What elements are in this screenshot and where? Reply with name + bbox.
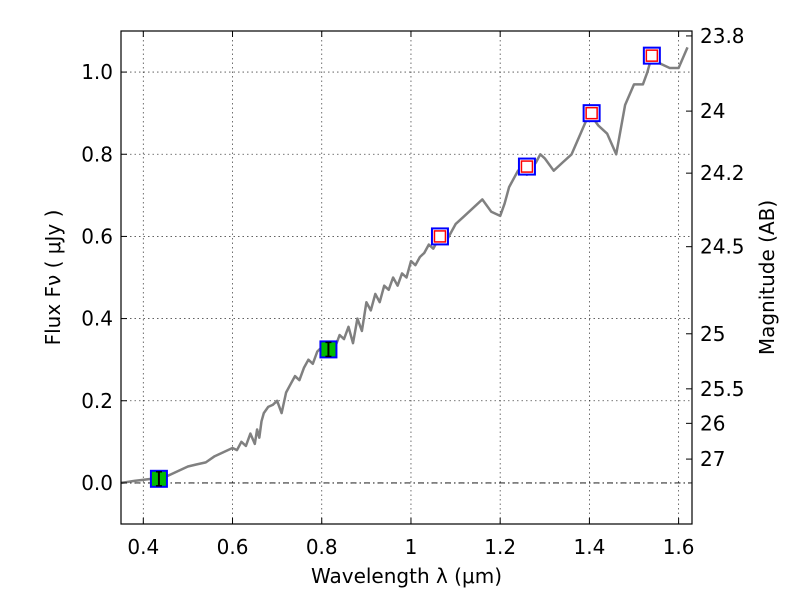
upper-limit-point [582,104,601,123]
spectrum-series [120,46,689,485]
mag-tick-label: 24.2 [700,161,745,185]
mag-tick-label: 27 [700,447,725,471]
mag-tick-label: 23.8 [700,24,745,48]
mag-tick-label: 24.5 [700,235,745,259]
mag-tick-label: 24 [700,99,725,123]
upper-limit-inner-box [645,49,659,62]
x-tick-label: 0.4 [127,535,159,559]
photometry-points [149,46,661,488]
x-tick-label: 0.8 [306,535,338,559]
upper-limit-inner-box [433,230,447,243]
upper-limit-inner-box [520,160,534,173]
x-tick-label: 0.6 [217,535,249,559]
upper-limit-point [517,157,536,176]
spectrum-line [120,46,689,485]
detection-point [149,469,168,488]
upper-limit-outer-box [430,227,449,246]
y-tick-label: 0.0 [81,471,113,495]
mag-tick-label: 26 [700,411,725,435]
mag-tick-label: 25 [700,322,725,346]
x-tick-label: 1.6 [663,535,695,559]
upper-limit-point [642,46,661,65]
plot-frame [120,30,693,525]
upper-limit-outer-box [517,157,536,176]
y-axis-label: Flux Fν ( μJy ) [41,210,65,346]
upper-limit-outer-box [582,104,601,123]
x-tick-label: 1.2 [484,535,516,559]
upper-limit-outer-box [642,46,661,65]
x-tick-label: 1.4 [573,535,605,559]
axis-ticks [121,31,692,524]
y-tick-label: 0.8 [81,142,113,166]
detection-point [319,340,338,359]
tick-labels: 0.4 0.6 0.8 1 1.2 1.4 1.6 0.0 0.2 0.4 0.6 0.8 1.0 23.… [81,24,744,559]
y-tick-label: 1.0 [81,60,113,84]
upper-limit-inner-box [585,106,598,120]
y-tick-label: 0.2 [81,389,113,413]
x-tick-label: 1 [405,535,418,559]
y-tick-label: 0.4 [81,307,113,331]
mag-tick-label: 25.5 [700,377,745,401]
y2-axis-label: Magnitude (AB) [755,200,779,355]
upper-limit-point [430,227,449,246]
y-tick-label: 0.6 [81,224,113,248]
grid-lines [121,31,692,524]
x-axis-label: Wavelength λ (μm) [311,564,502,588]
